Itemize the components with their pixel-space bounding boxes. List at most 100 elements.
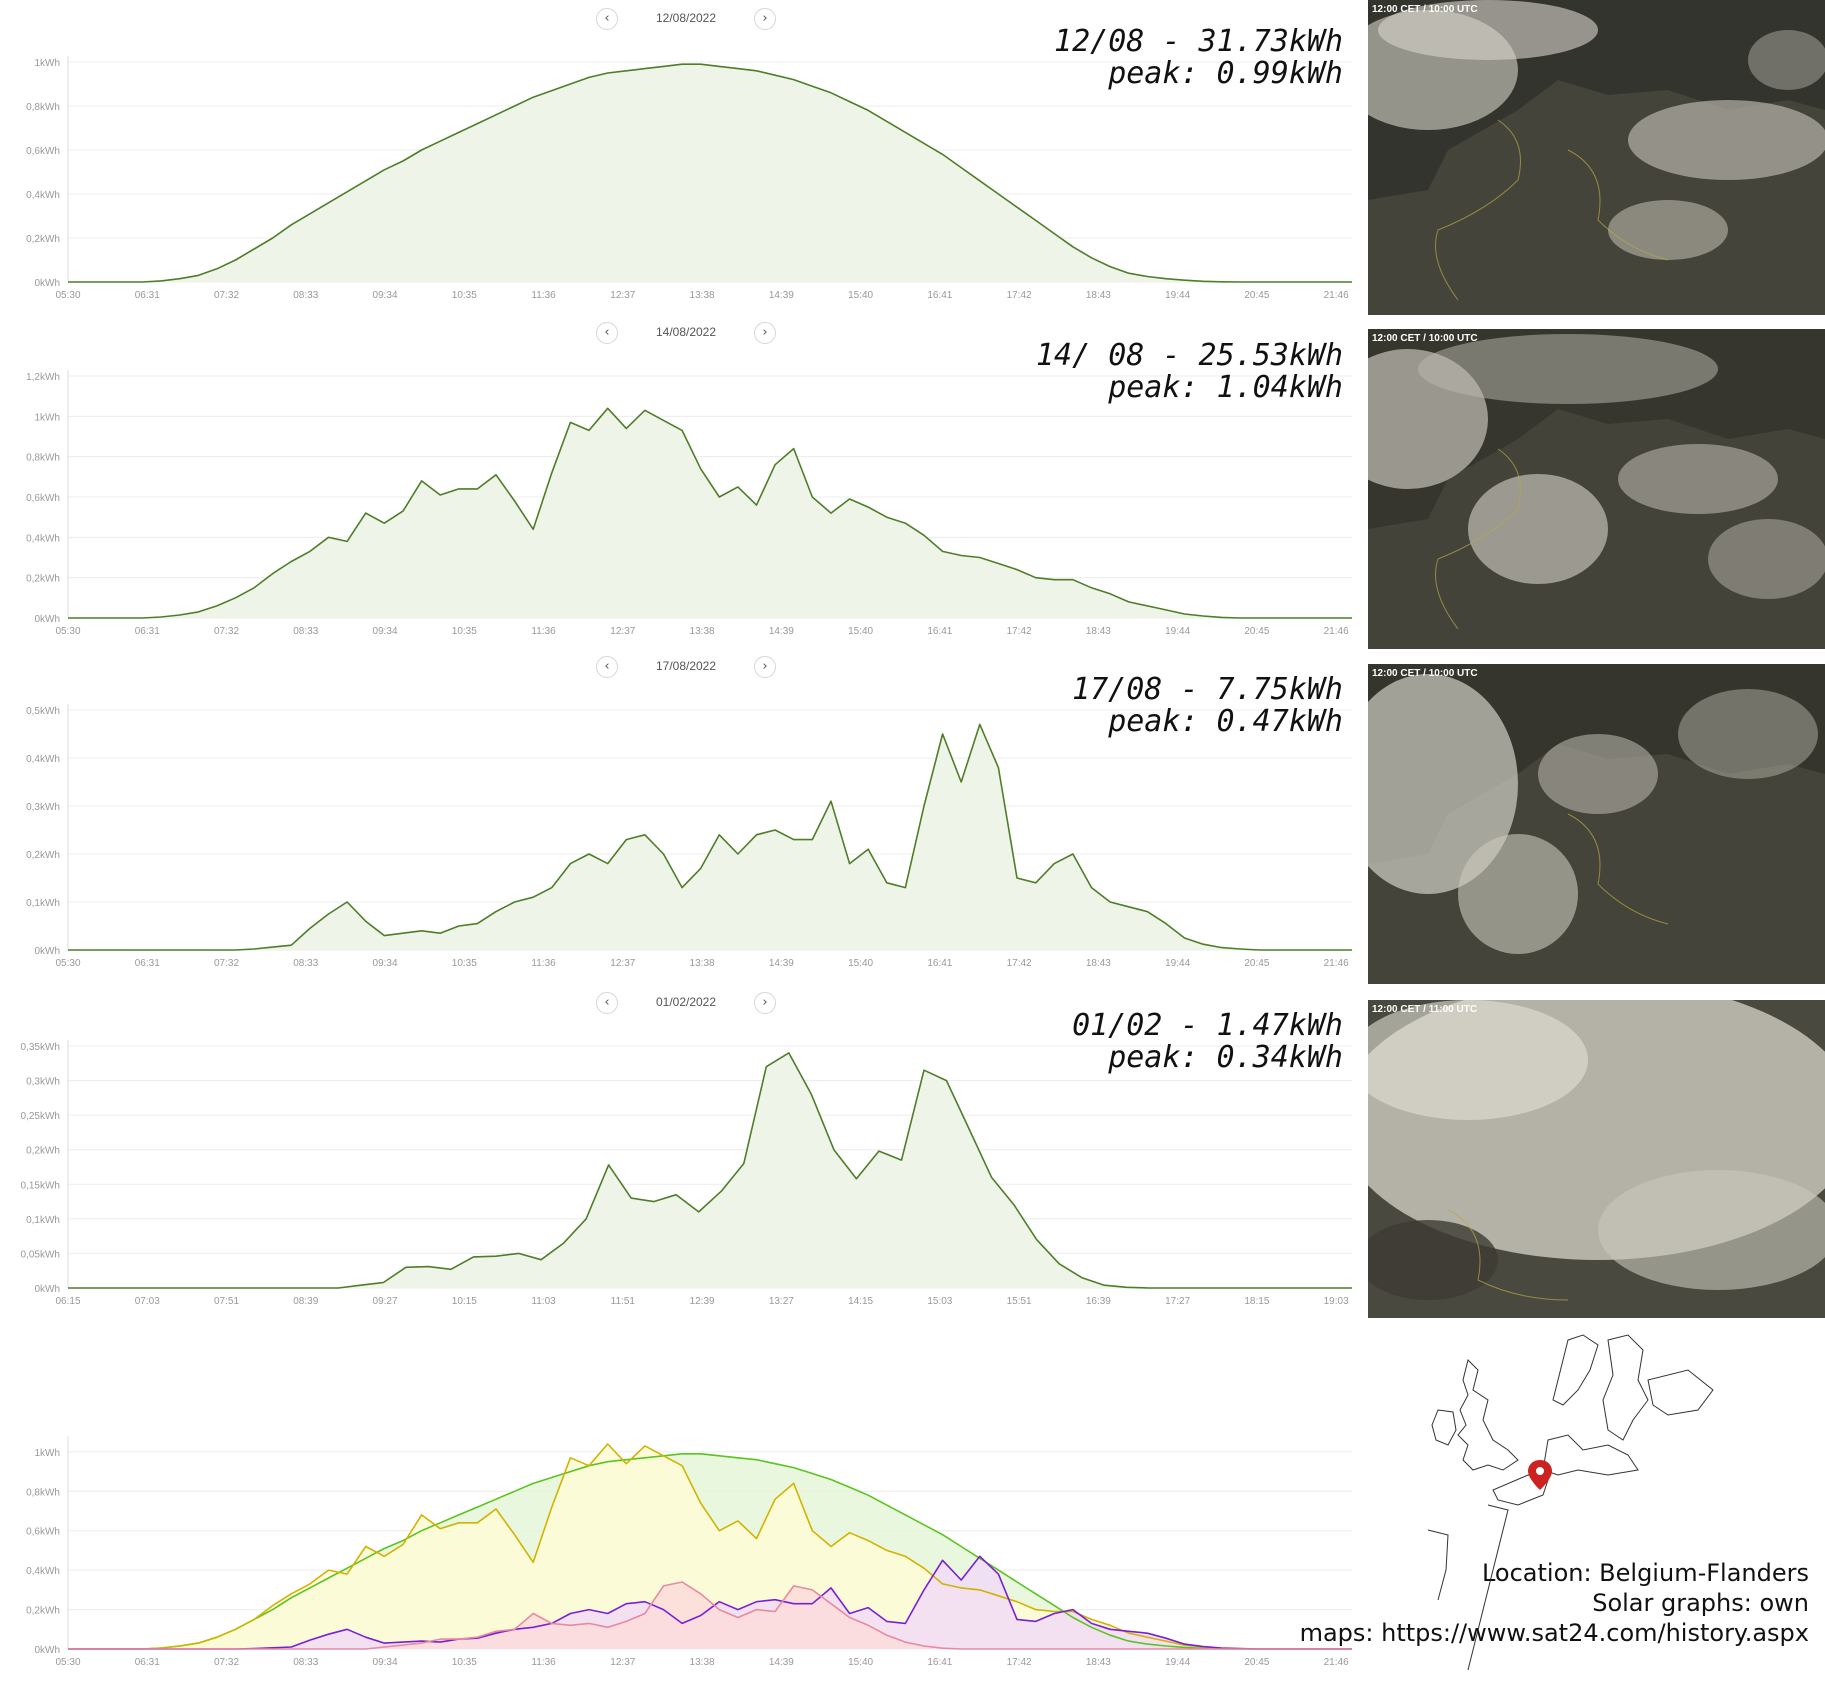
x-tick-label: 15:40 xyxy=(848,626,873,637)
y-tick-label: 0,4kWh xyxy=(26,190,60,201)
y-tick-label: 0,6kWh xyxy=(26,493,60,504)
chevron-left-icon: ‹ xyxy=(604,325,610,340)
x-tick-label: 20:45 xyxy=(1244,958,1269,969)
x-tick-label: 05:30 xyxy=(55,1657,80,1668)
credits: Location: Belgium-Flanders Solar graphs:… xyxy=(1300,1558,1809,1648)
chevron-right-icon: › xyxy=(762,995,768,1010)
prev-day-button[interactable]: ‹ xyxy=(596,656,618,678)
x-tick-label: 17:27 xyxy=(1165,1296,1190,1307)
x-tick-label: 11:51 xyxy=(611,1296,636,1307)
chart-panel-2: 0kWh 0,2kWh 0,4kWh 0,6kWh 0,8kWh 1kWh 1,2kWh 05… xyxy=(0,314,1365,646)
chevron-right-icon: › xyxy=(762,659,768,674)
y-tick-label: 0,6kWh xyxy=(26,146,60,157)
x-tick-label: 08:33 xyxy=(293,626,318,637)
y-tick-label: 1kWh xyxy=(34,58,60,69)
chart-panel-4: 0kWh 0,05kWh 0,1kWh 0,15kWh 0,2kWh 0,25kWh 0,3… xyxy=(0,984,1365,1316)
x-tick-label: 09:34 xyxy=(373,626,398,637)
series-area-3 xyxy=(68,1582,1352,1649)
series-line-2 xyxy=(68,1555,1352,1650)
x-tick-label: 07:32 xyxy=(214,626,239,637)
y-tick-label: 0,8kWh xyxy=(26,453,60,464)
day-summary: 17/08 - 7.75kWh peak: 0.47kWh xyxy=(1072,674,1343,738)
y-tick-label: 0,35kWh xyxy=(21,1042,60,1053)
x-tick-label: 07:51 xyxy=(214,1296,239,1307)
x-tick-label: 10:35 xyxy=(452,958,477,969)
y-tick-label: 0,2kWh xyxy=(26,574,60,585)
credit-graphs: Solar graphs: own xyxy=(1592,1589,1809,1617)
y-tick-label: 0kWh xyxy=(34,1645,60,1656)
series-line-3 xyxy=(68,1581,1352,1650)
x-tick-label: 14:15 xyxy=(848,1296,873,1307)
x-tick-label: 09:34 xyxy=(373,958,398,969)
y-tick-label: 0,4kWh xyxy=(26,754,60,765)
series-line-0 xyxy=(68,407,1352,619)
y-tick-label: 0kWh xyxy=(34,278,60,289)
chart-panel-1: 0kWh 0,2kWh 0,4kWh 0,6kWh 0,8kWh 1kWh 05:30 06:… xyxy=(0,0,1365,310)
prev-day-button[interactable]: ‹ xyxy=(596,322,618,344)
x-tick-label: 14:39 xyxy=(769,626,794,637)
satellite-map-graphic xyxy=(1368,0,1825,315)
satellite-image-3: 12:00 CET / 10:00 UTC xyxy=(1368,664,1825,984)
chart-4: 0kWh 0,05kWh 0,1kWh 0,15kWh 0,2kWh 0,25kWh 0,3… xyxy=(21,1040,1352,1307)
y-tick-label: 0,3kWh xyxy=(26,802,60,813)
x-tick-label: 18:43 xyxy=(1086,958,1111,969)
x-tick-label: 14:39 xyxy=(769,958,794,969)
next-day-button[interactable]: › xyxy=(754,992,776,1014)
x-tick-label: 20:45 xyxy=(1244,290,1269,301)
x-tick-label: 17:42 xyxy=(1007,1657,1032,1668)
x-tick-label: 08:33 xyxy=(293,290,318,301)
satellite-map-graphic xyxy=(1368,329,1825,649)
chevron-left-icon: ‹ xyxy=(604,659,610,674)
y-tick-label: 0,2kWh xyxy=(26,850,60,861)
next-day-button[interactable]: › xyxy=(754,8,776,30)
next-day-button[interactable]: › xyxy=(754,322,776,344)
prev-day-button[interactable]: ‹ xyxy=(596,8,618,30)
x-tick-label: 13:38 xyxy=(690,290,715,301)
x-tick-label: 11:36 xyxy=(531,290,556,301)
date-navigator: ‹ 14/08/2022 › xyxy=(596,322,776,346)
y-tick-label: 0,3kWh xyxy=(26,1077,60,1088)
satellite-timestamp: 12:00 CET / 10:00 UTC xyxy=(1372,4,1478,15)
x-tick-label: 18:15 xyxy=(1244,1296,1269,1307)
y-tick-label: 1,2kWh xyxy=(26,372,60,383)
y-tick-label: 0,5kWh xyxy=(26,706,60,717)
x-tick-label: 17:42 xyxy=(1007,626,1032,637)
x-tick-label: 16:41 xyxy=(927,1657,952,1668)
europe-outline-map xyxy=(1427,1334,1714,1671)
y-tick-label: 0,1kWh xyxy=(26,1215,60,1226)
satellite-timestamp: 12:00 CET / 10:00 UTC xyxy=(1372,668,1478,679)
series-area-0 xyxy=(68,1052,1352,1288)
prev-day-button[interactable]: ‹ xyxy=(596,992,618,1014)
date-navigator: ‹ 12/08/2022 › xyxy=(596,8,776,32)
x-tick-label: 13:27 xyxy=(769,1296,794,1307)
satellite-image-1: 12:00 CET / 10:00 UTC xyxy=(1368,0,1825,315)
series-area-2 xyxy=(68,1556,1352,1649)
x-tick-label: 16:41 xyxy=(927,290,952,301)
chart-panel-3: 0kWh 0,1kWh 0,2kWh 0,3kWh 0,4kWh 0,5kWh 05:30 0… xyxy=(0,648,1365,978)
x-tick-label: 11:36 xyxy=(531,626,556,637)
series-line-0 xyxy=(68,1052,1352,1289)
x-tick-label: 20:45 xyxy=(1244,626,1269,637)
x-tick-label: 14:39 xyxy=(769,1657,794,1668)
x-tick-label: 08:33 xyxy=(293,1657,318,1668)
y-tick-label: 0,4kWh xyxy=(26,533,60,544)
next-day-button[interactable]: › xyxy=(754,656,776,678)
chevron-left-icon: ‹ xyxy=(604,11,610,26)
x-tick-label: 21:46 xyxy=(1324,1657,1349,1668)
x-tick-label: 19:44 xyxy=(1165,958,1190,969)
y-tick-label: 0,4kWh xyxy=(26,1566,60,1577)
x-tick-label: 10:35 xyxy=(452,1657,477,1668)
x-tick-label: 15:40 xyxy=(848,958,873,969)
date-navigator: ‹ 17/08/2022 › xyxy=(596,656,776,680)
x-tick-label: 19:44 xyxy=(1165,1657,1190,1668)
date-label: 01/02/2022 xyxy=(655,995,717,1009)
x-tick-label: 06:31 xyxy=(135,1657,160,1668)
x-tick-label: 15:51 xyxy=(1007,1296,1032,1307)
satellite-timestamp: 12:00 CET / 11:00 UTC xyxy=(1372,1004,1478,1015)
y-tick-label: 0,8kWh xyxy=(26,102,60,113)
x-tick-label: 18:43 xyxy=(1086,1657,1111,1668)
x-tick-label: 13:38 xyxy=(690,1657,715,1668)
x-tick-label: 15:40 xyxy=(848,290,873,301)
x-tick-label: 07:32 xyxy=(214,1657,239,1668)
day-peak: peak: 1.04kWh xyxy=(1108,370,1343,405)
